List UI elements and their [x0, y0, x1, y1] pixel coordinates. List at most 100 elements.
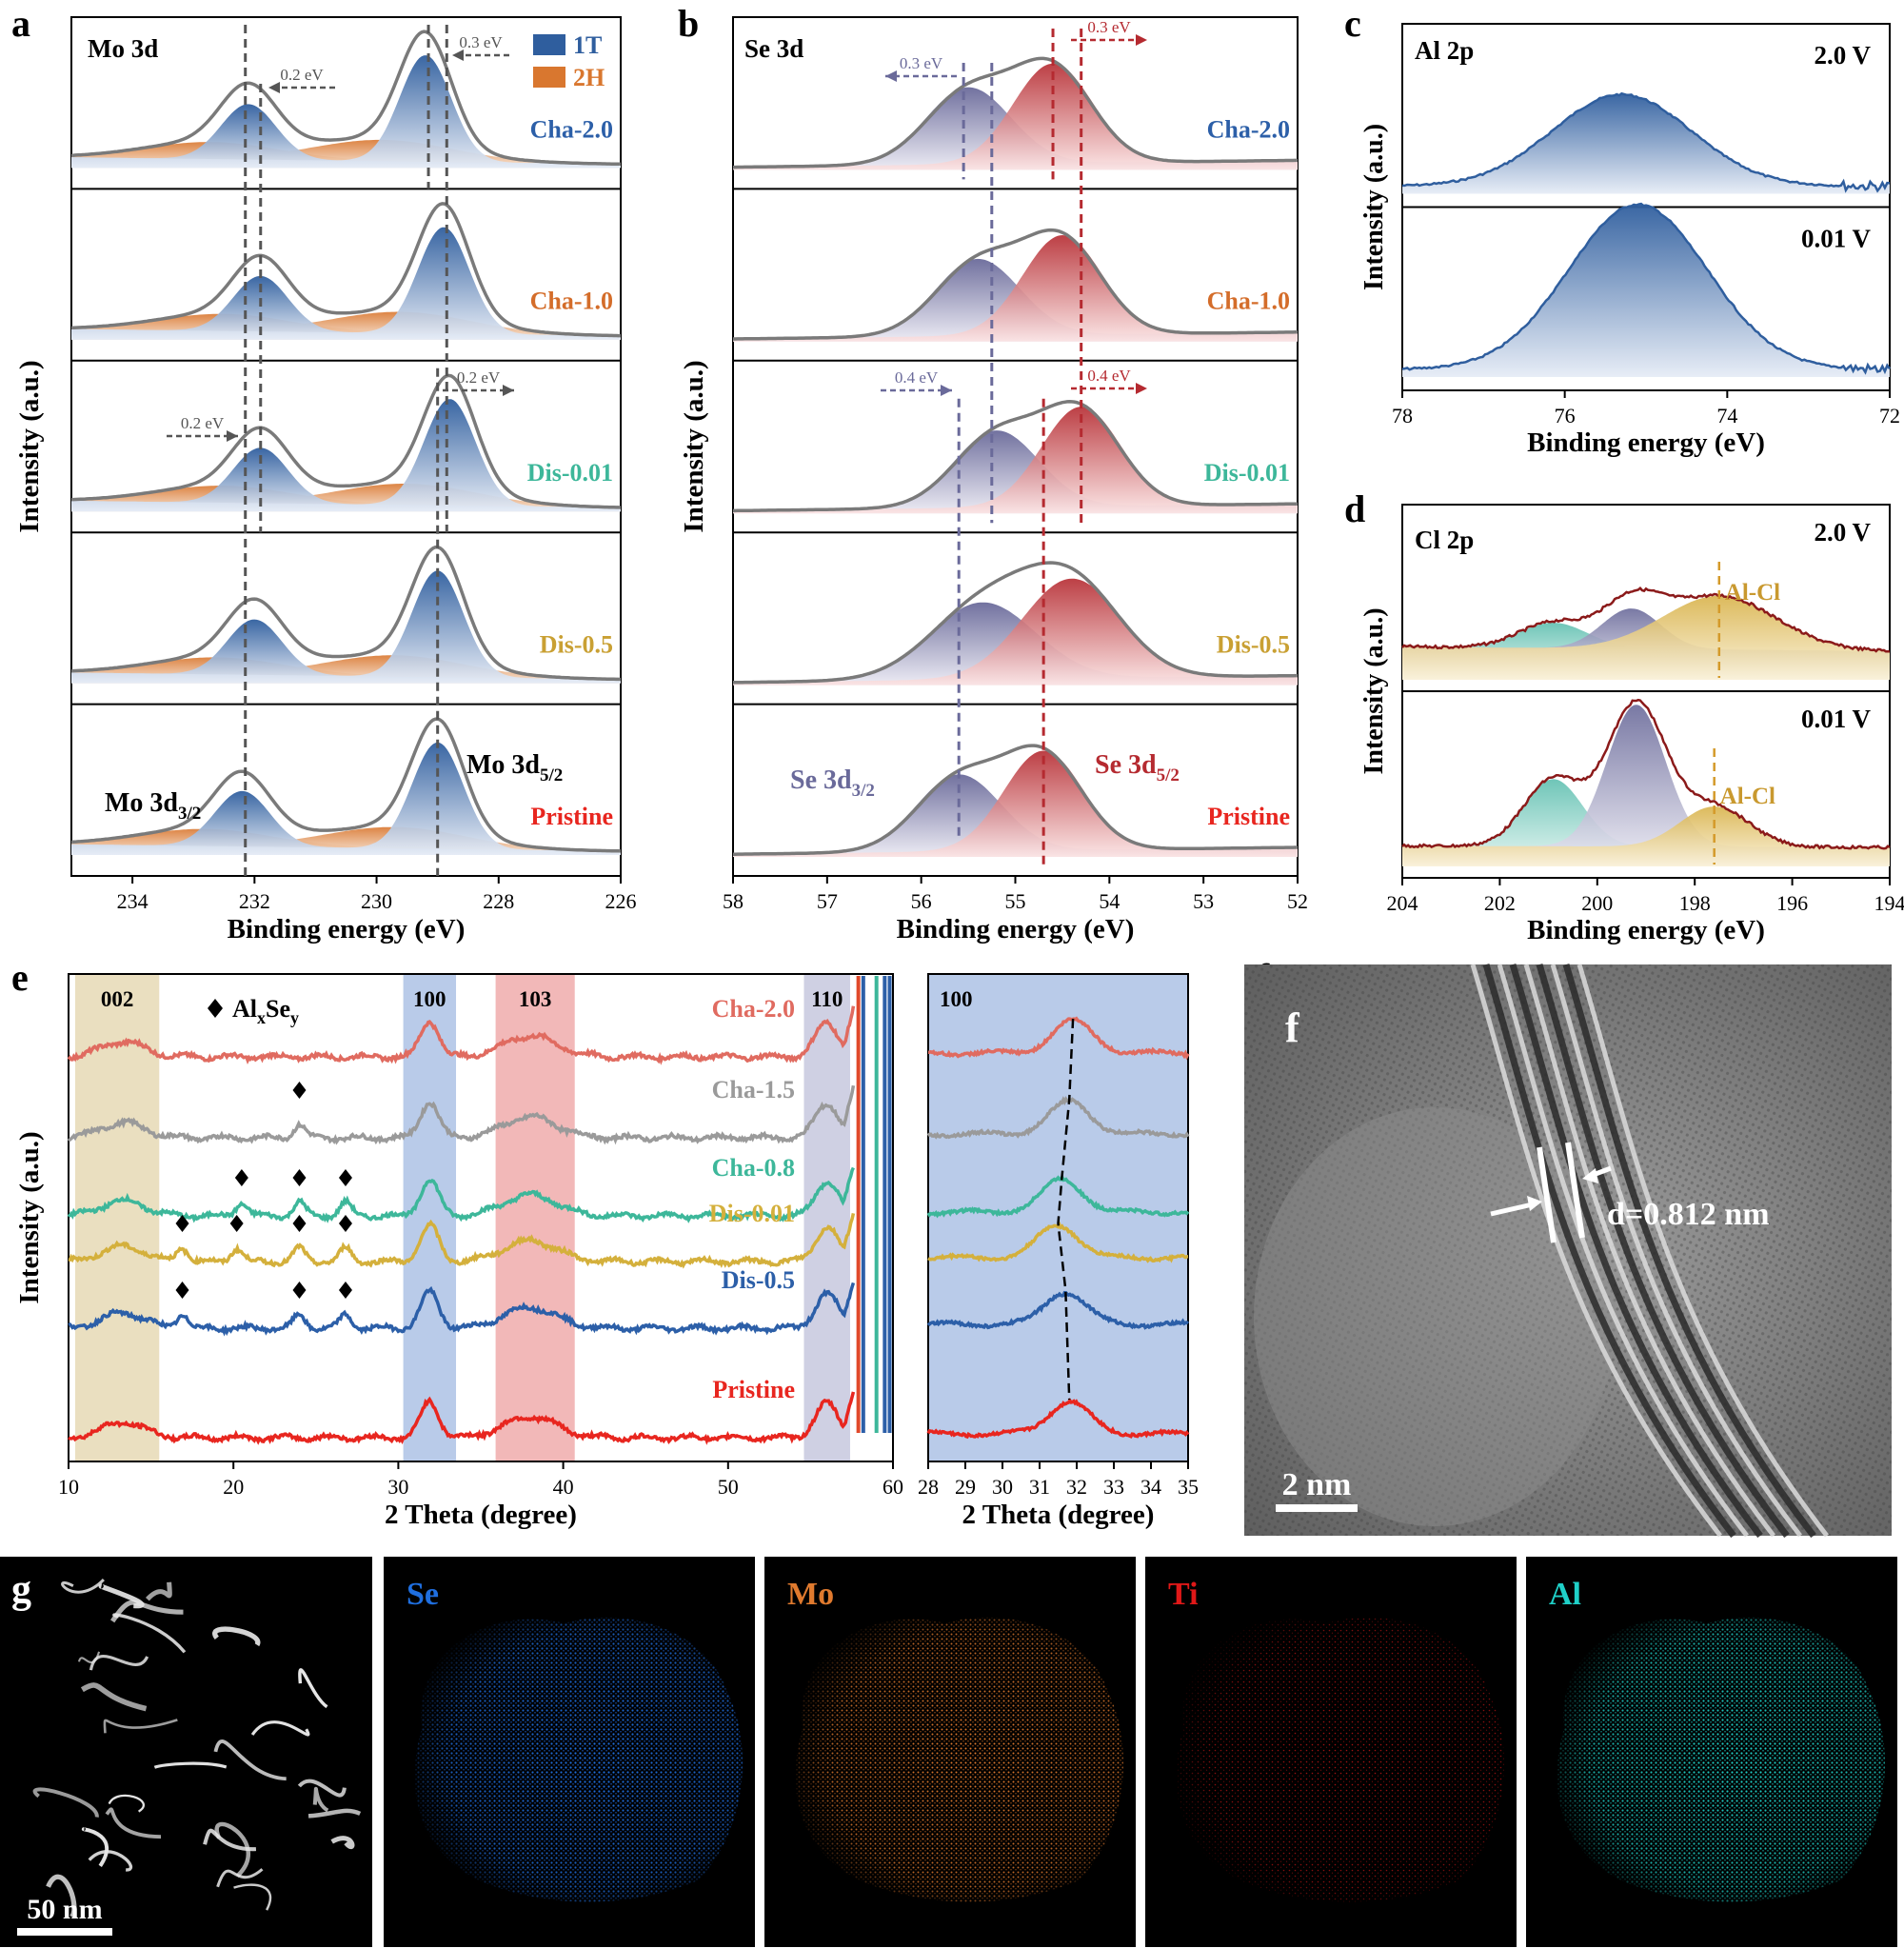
- xrd-series-label: Pristine: [712, 1376, 795, 1403]
- xrd-inset-band-label: 100: [940, 987, 973, 1011]
- mo-1T-peak: [71, 447, 621, 512]
- panel-a-x-tick-label: 234: [117, 889, 149, 913]
- panel-c-title: Al 2p: [1415, 36, 1474, 65]
- diamond-marker-icon: [338, 1215, 352, 1232]
- panel-e-x-tick-label: 30: [387, 1475, 408, 1499]
- xrd-band-002: [74, 974, 160, 1461]
- xrd-series-label: Cha-1.5: [712, 1076, 795, 1103]
- diamond-marker-icon: [175, 1215, 189, 1232]
- se-shift-a1-arrowhead: [885, 70, 897, 82]
- fringe-arrowhead-left: [1527, 1196, 1542, 1211]
- eds-map-dots: [1526, 1595, 1904, 1909]
- haadf-flake: [312, 1786, 329, 1813]
- diamond-marker-icon: [338, 1169, 352, 1186]
- hrtem-fringe: [1536, 963, 1790, 1539]
- mo-shift-c2-label: 0.2 eV: [457, 368, 501, 387]
- haadf-flake: [145, 1581, 172, 1601]
- eds-map-dots: [1145, 1595, 1526, 1909]
- hrtem-fringe: [1509, 963, 1763, 1539]
- haadf-flake: [105, 1807, 162, 1839]
- panel-b-x-tick-label: 52: [1287, 889, 1308, 913]
- se-3d32-peak: [733, 430, 1298, 514]
- mo-shift-a2-label: 0.3 eV: [459, 33, 503, 51]
- row-label: Cha-2.0: [1207, 115, 1290, 143]
- panel-e-ylabel: Intensity (a.u.): [14, 1131, 45, 1303]
- panel-d-x-tick-label: 202: [1484, 891, 1516, 915]
- xrd-band-label: 110: [811, 987, 843, 1011]
- se-envelope: [733, 56, 1298, 169]
- diamond-marker-icon: [292, 1215, 307, 1232]
- panel-b-x-tick-label: 57: [817, 889, 838, 913]
- xrd-band-103: [495, 974, 575, 1461]
- se-envelope: [733, 561, 1298, 685]
- se-envelope: [733, 744, 1298, 856]
- panel-e-xlabel: 2 Theta (degree): [385, 1500, 577, 1530]
- se-3d52-peak: [733, 578, 1298, 686]
- panel-letter-c: c: [1344, 2, 1361, 45]
- panel-c-x-tick-label: 74: [1716, 404, 1737, 427]
- haadf-flake: [214, 1821, 250, 1878]
- panel-e-inset-x-tick-label: 29: [955, 1475, 976, 1499]
- hrtem-fringe: [1550, 964, 1802, 1538]
- panel-a-x-tick-label: 230: [361, 889, 392, 913]
- haadf-flake: [89, 1655, 149, 1671]
- haadf-flake: [330, 1836, 355, 1850]
- panel-letter-e: e: [11, 956, 29, 999]
- row-label: Cha-1.0: [530, 288, 613, 315]
- row-label: Dis-0.5: [540, 630, 613, 658]
- al2p-peak: [1402, 204, 1890, 377]
- hrtem-image: [1244, 963, 1892, 1539]
- xrd-series-label: Cha-0.8: [712, 1154, 795, 1182]
- haadf-flake: [203, 1828, 257, 1852]
- se-3d52-peak: [733, 235, 1298, 342]
- se-3d52-peak: [733, 407, 1298, 514]
- mo-envelope: [70, 30, 621, 167]
- row-label: Pristine: [530, 803, 613, 830]
- panel-b-x-tick-label: 53: [1193, 889, 1214, 913]
- panel-b-x-tick-label: 56: [911, 889, 932, 913]
- panel-f-inner-letter: f: [1285, 1004, 1300, 1051]
- fringe-marker-line: [1565, 1142, 1585, 1239]
- panel-e-frame: [68, 973, 894, 1462]
- haadf-flake: [216, 1868, 264, 1888]
- haadf-flake: [108, 1794, 145, 1813]
- row-label: Cha-2.0: [530, 115, 613, 143]
- mo-1T-peak: [71, 399, 621, 512]
- panel-b-x-tick-label: 58: [723, 889, 744, 913]
- panel-e-inset-x-tick-label: 31: [1029, 1475, 1050, 1499]
- mo-shift-a1-label: 0.2 eV: [280, 66, 324, 84]
- mo-shift-c2-arrowhead: [503, 385, 514, 396]
- eds-map-label: Al: [1549, 1577, 1581, 1612]
- panel-d-xlabel: Binding energy (eV): [1527, 915, 1765, 945]
- mo-1T-peak: [71, 619, 621, 684]
- row-label: 0.01 V: [1801, 225, 1872, 253]
- mo-1T-peak: [71, 790, 621, 855]
- hrtem-fringe: [1470, 964, 1722, 1538]
- haadf-flake: [233, 1883, 272, 1911]
- haadf-flake: [250, 1720, 310, 1737]
- diamond-marker-icon: [338, 1282, 352, 1299]
- fringe-marker-line: [1537, 1146, 1557, 1243]
- mo-envelope: [70, 717, 622, 853]
- diamond-marker-icon: [292, 1082, 307, 1099]
- xrd-inset-line: [926, 1290, 1190, 1330]
- panel-e-inset-xlabel: 2 Theta (degree): [962, 1500, 1155, 1530]
- al2p-peak: [1402, 93, 1890, 194]
- xrd-inset-line: [926, 1096, 1190, 1140]
- legend-2H-swatch: [533, 67, 565, 88]
- scalebar-g: [17, 1928, 112, 1936]
- panel-b-xlabel: Binding energy (eV): [897, 914, 1135, 944]
- xrd-band-100: [403, 974, 457, 1461]
- panel-b-title: Se 3d: [744, 34, 803, 63]
- row-label: 2.0 V: [1814, 41, 1871, 70]
- hrtem-fringe: [1497, 964, 1749, 1538]
- se-shift-c2-label: 0.4 eV: [1087, 367, 1131, 385]
- mo-1T-peak: [71, 227, 621, 340]
- se-envelope: [733, 400, 1298, 513]
- mo-1T-peak: [71, 276, 621, 340]
- se-3d52-peak: [733, 63, 1298, 170]
- row-label: Dis-0.5: [1217, 630, 1290, 658]
- d-spacing-annotation: d=0.812 nm: [1607, 1197, 1770, 1232]
- panel-a-ylabel: Intensity (a.u.): [14, 360, 45, 532]
